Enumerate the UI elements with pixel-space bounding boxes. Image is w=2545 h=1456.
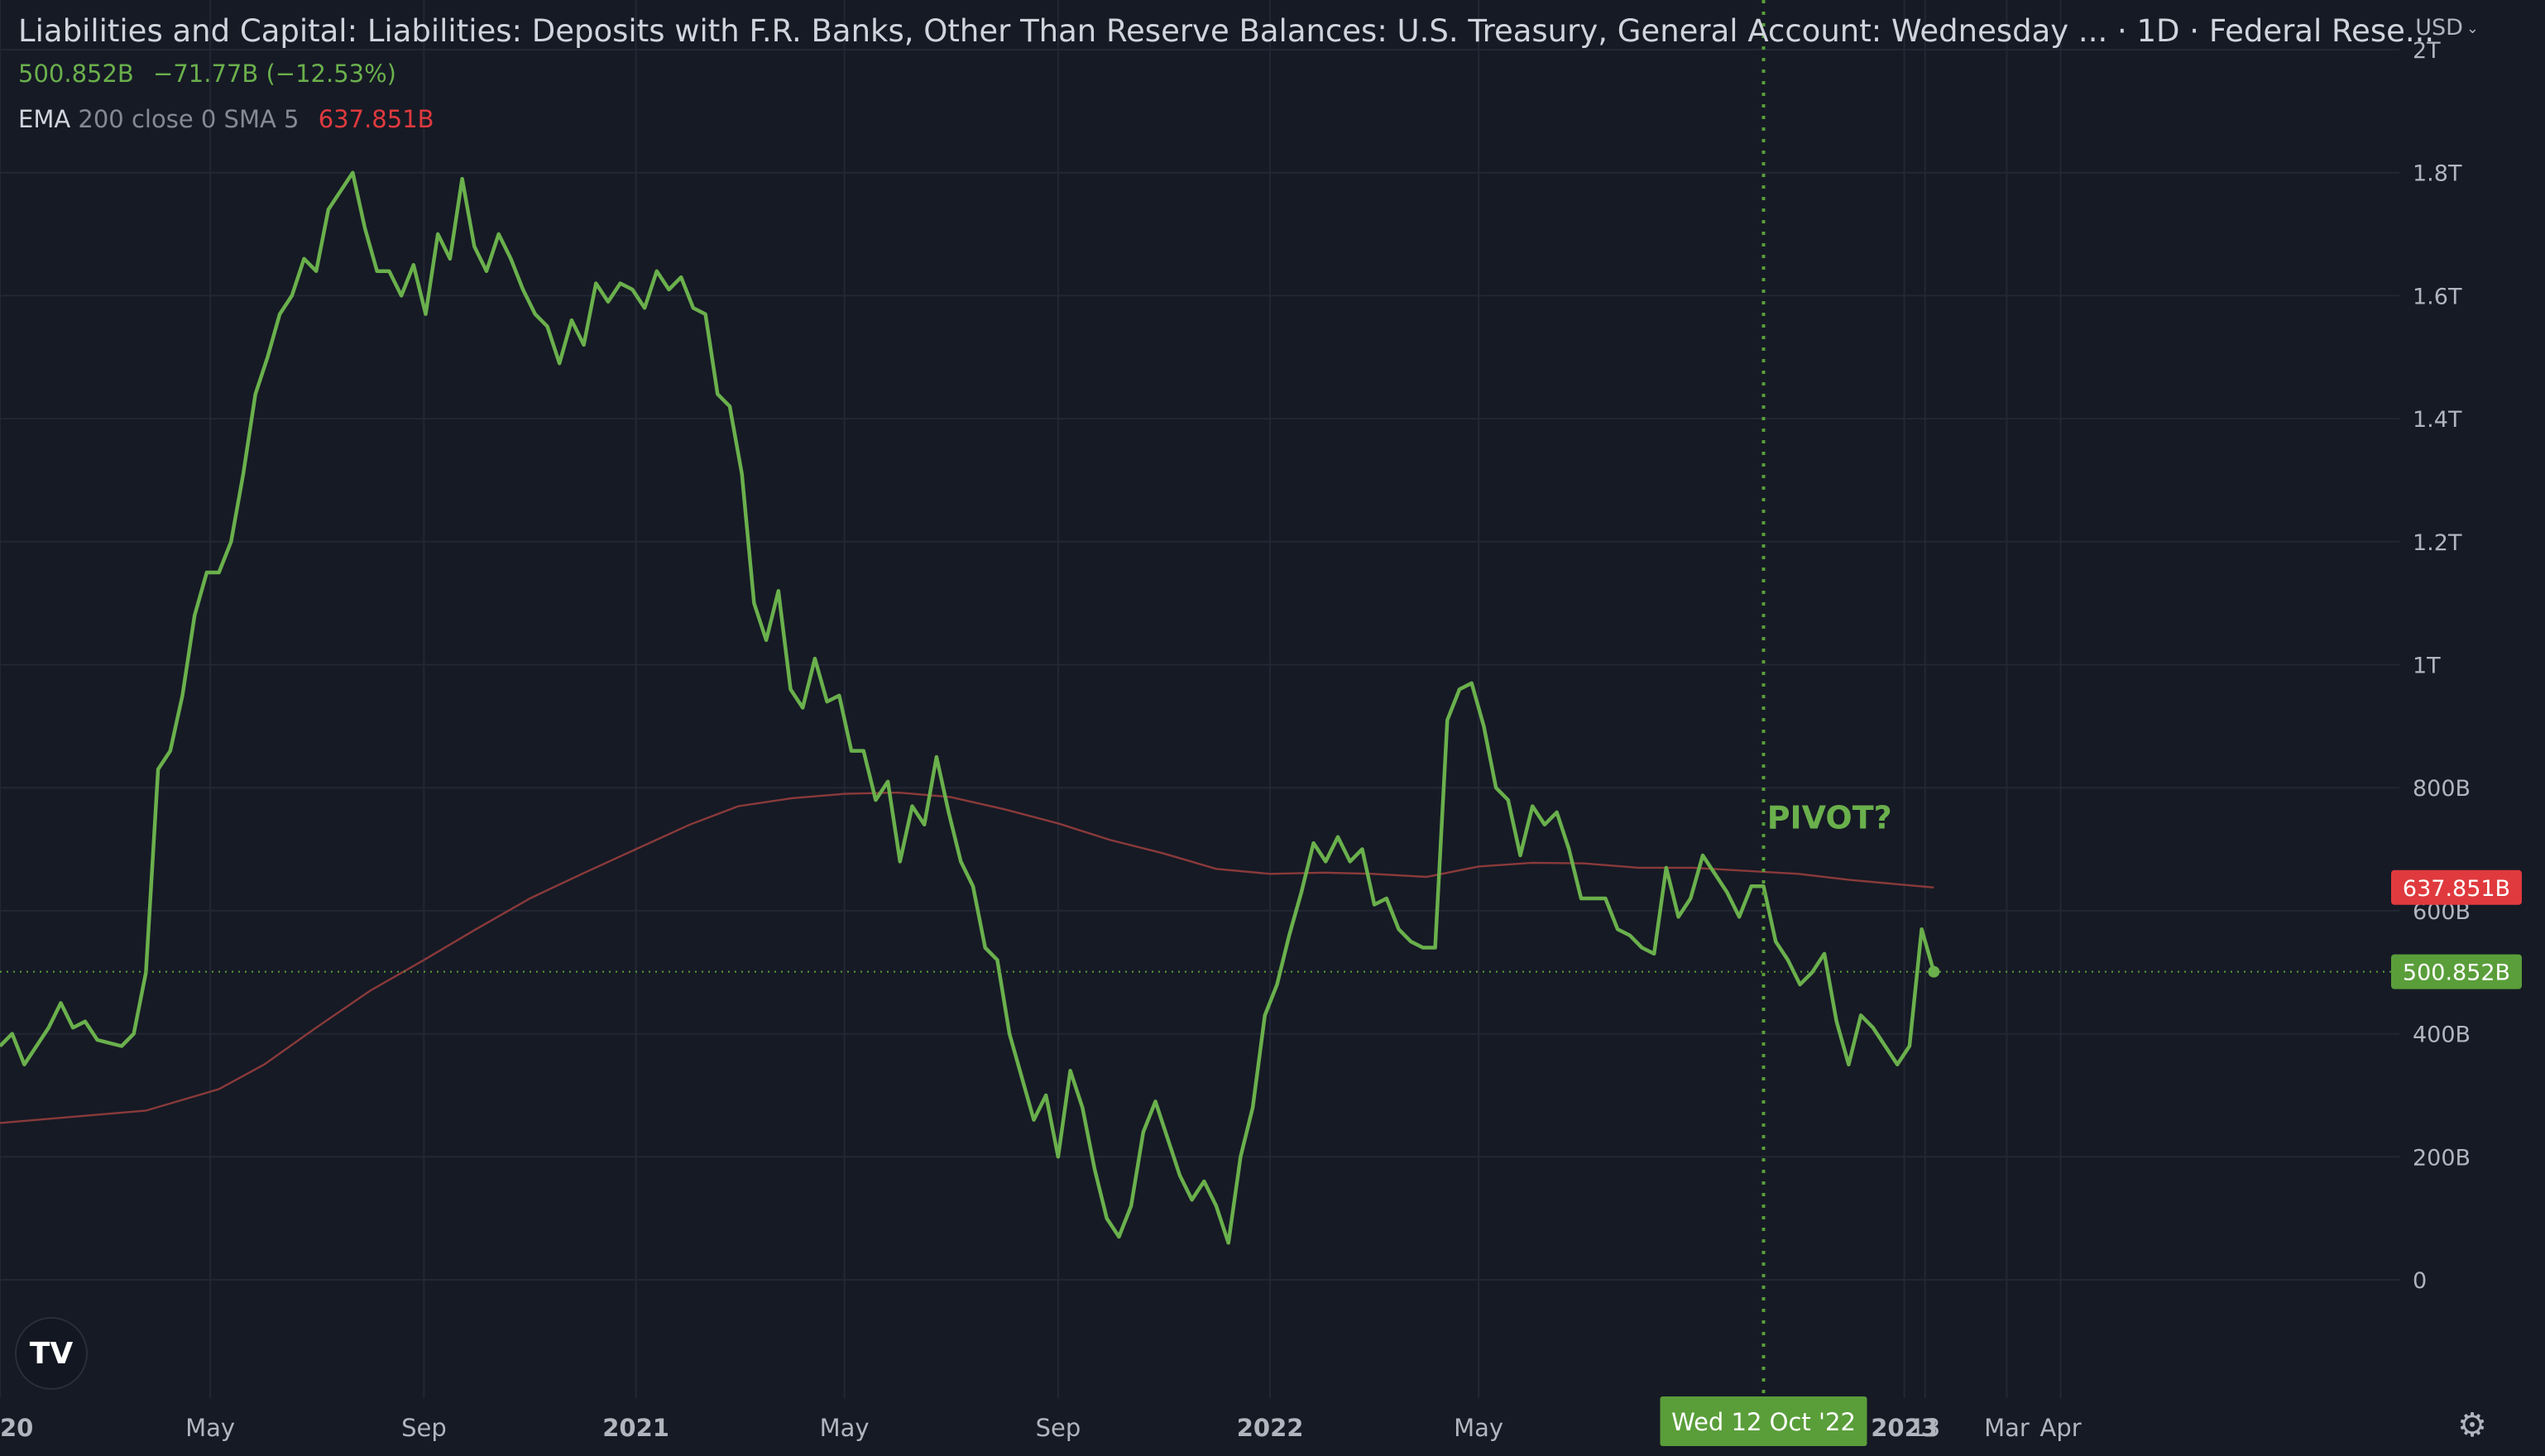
y-tick-label: 200B [2413, 1145, 2471, 1171]
x-tick-label: May [1454, 1414, 1503, 1442]
markers-layer: PIVOT? [0, 0, 2399, 1398]
chevron-down-icon: ⌄ [2466, 20, 2479, 37]
last-price-badge-bg [2391, 954, 2522, 989]
last-price-dot [1928, 965, 1940, 978]
x-tick-label: May [185, 1414, 235, 1442]
price-legend: 500.852B −71.77B (−12.53%) [18, 60, 396, 88]
crosshair-date-badge-bg [1660, 1396, 1867, 1446]
pivot-annotation[interactable]: PIVOT? [1767, 799, 1892, 836]
currency-label: USD [2415, 15, 2463, 41]
ema-layer [0, 791, 1934, 1124]
y-tick-label: 400B [2413, 1023, 2471, 1048]
ema-series-line [0, 791, 1934, 1124]
tradingview-logo-icon[interactable]: TV [15, 1317, 88, 1390]
currency-menu[interactable]: USD ⌄ [2415, 15, 2479, 41]
x-tick-label: May [820, 1414, 870, 1442]
current-price-value: 500.852B [18, 60, 134, 88]
chart-title: Liabilities and Capital: Liabilities: De… [18, 13, 2435, 49]
indicator-params: 200 close 0 SMA 5 [78, 105, 300, 133]
y-tick-label: 0 [2413, 1268, 2427, 1294]
gear-icon[interactable]: ⚙ [2457, 1406, 2487, 1444]
last-price-badge: 500.852B [2403, 960, 2510, 986]
y-tick-label: 1T [2413, 654, 2441, 679]
x-tick-label: 2020 [0, 1414, 33, 1442]
y-tick-label: 1.4T [2413, 407, 2462, 433]
indicator-name: EMA [18, 105, 71, 133]
indicator-legend[interactable]: EMA 200 close 0 SMA 5 637.851B [18, 105, 434, 133]
x-tick-label: 2023 [1871, 1414, 1938, 1442]
x-tick-label: 2021 [602, 1414, 669, 1442]
y-tick-label: 1.8T [2413, 161, 2462, 187]
x-tick-label: Apr [2040, 1414, 2082, 1442]
y-tick-label: 1.6T [2413, 284, 2462, 309]
x-tick-label: Sep [401, 1414, 447, 1442]
ema-last-value-badge: 637.851B [2403, 876, 2510, 902]
indicator-value: 637.851B [318, 105, 434, 133]
grid-lines [0, 0, 2399, 1398]
y-tick-label: 2T [2413, 38, 2441, 64]
ema-last-value-badge-bg [2391, 869, 2522, 905]
price-series-line [0, 170, 1936, 1245]
x-tick-label: Mar [1984, 1414, 2030, 1442]
y-axis[interactable]: 0200B400B600B800B1T1.2T1.4T1.6T1.8T2T637… [2391, 38, 2522, 1294]
crosshair-date-badge: Wed 12 Oct '22 [1671, 1408, 1856, 1436]
price-layer [0, 170, 1936, 1245]
x-tick-label: 2022 [1237, 1414, 1304, 1442]
x-tick-label: Sep [1036, 1414, 1081, 1442]
y-tick-label: 1.2T [2413, 530, 2462, 556]
y-tick-label: 800B [2413, 776, 2471, 802]
x-tick-label: 13 [1910, 1414, 1940, 1442]
price-change-value: −71.77B (−12.53%) [153, 60, 396, 88]
